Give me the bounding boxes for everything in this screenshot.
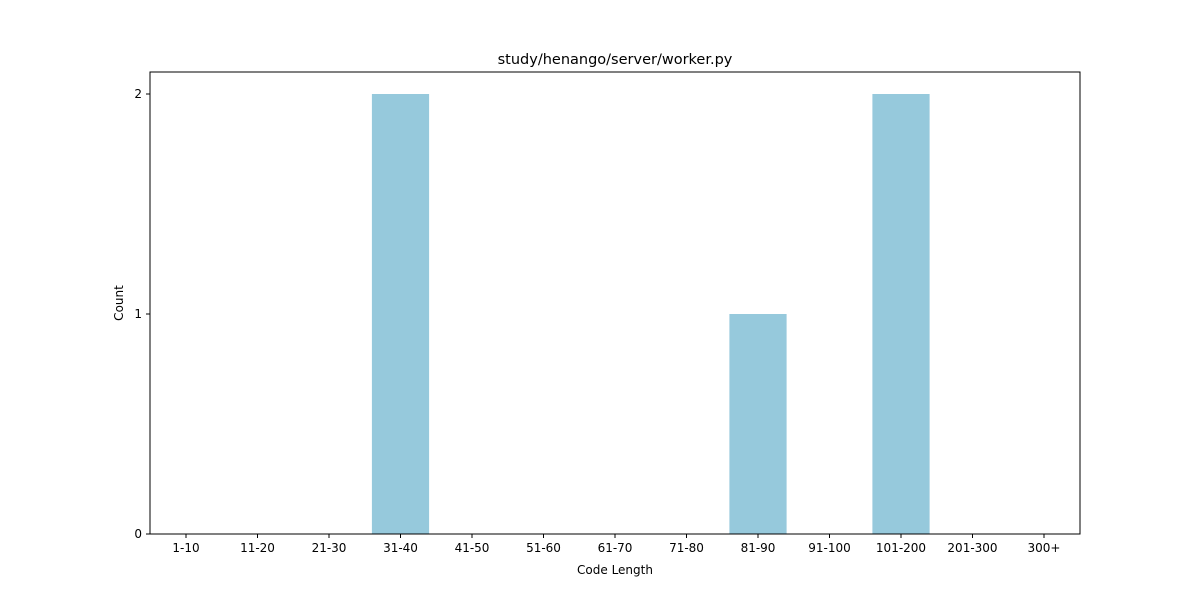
x-tick-label: 91-100 bbox=[808, 541, 851, 555]
x-tick-label: 71-80 bbox=[669, 541, 704, 555]
bar-31-40 bbox=[371, 94, 430, 534]
x-tick-label: 300+ bbox=[1028, 541, 1061, 555]
y-tick-label: 2 bbox=[134, 87, 142, 101]
x-tick-label: 101-200 bbox=[876, 541, 926, 555]
x-tick-label: 21-30 bbox=[312, 541, 347, 555]
y-tick-label: 1 bbox=[134, 307, 142, 321]
x-tick-label: 11-20 bbox=[240, 541, 275, 555]
x-tick-label: 41-50 bbox=[455, 541, 490, 555]
y-axis-title: Count bbox=[112, 285, 126, 321]
y-axis: 0 1 2 bbox=[134, 87, 150, 541]
x-tick-label: 51-60 bbox=[526, 541, 561, 555]
bars-group bbox=[371, 94, 930, 534]
x-tick-label: 201-300 bbox=[947, 541, 997, 555]
chart-title: study/henango/server/worker.py bbox=[498, 52, 733, 68]
y-tick-label: 0 bbox=[134, 527, 142, 541]
x-axis-title: Code Length bbox=[577, 563, 653, 577]
bar-81-90 bbox=[729, 314, 787, 534]
x-tick-label: 1-10 bbox=[172, 541, 199, 555]
x-tick-label: 81-90 bbox=[741, 541, 776, 555]
x-tick-label: 61-70 bbox=[598, 541, 633, 555]
bar-101-200 bbox=[872, 94, 930, 534]
x-tick-label: 31-40 bbox=[383, 541, 418, 555]
x-axis: 1-10 11-20 21-30 31-40 41-50 51-60 61-70 71-80 8… bbox=[172, 534, 1060, 555]
